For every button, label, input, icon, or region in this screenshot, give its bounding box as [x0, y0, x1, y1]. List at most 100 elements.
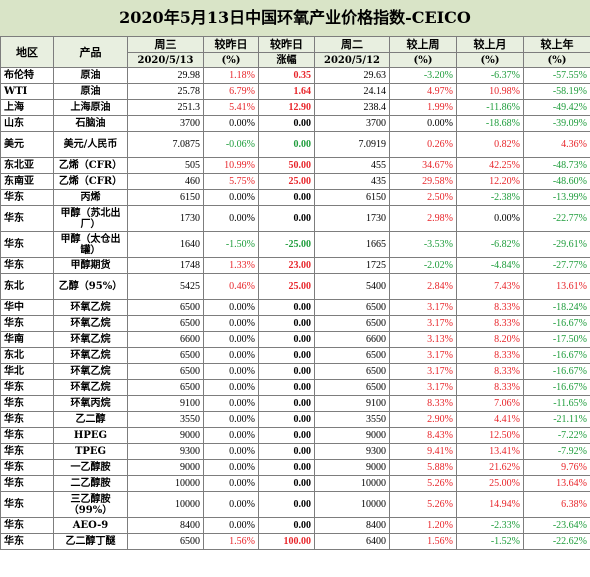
region-cell: 华东	[0, 427, 54, 444]
tue-price-cell: 6600	[314, 331, 390, 348]
region-cell: 东北亚	[0, 157, 54, 174]
header-year-unit: (%)	[523, 52, 590, 68]
year-change-cell: -7.92%	[523, 443, 590, 460]
wed-price-cell: 5425	[127, 273, 204, 300]
month-change-cell: 8.33%	[456, 363, 524, 380]
header-day-pct-unit: (%)	[203, 52, 259, 68]
region-cell: 华南	[0, 331, 54, 348]
table-row: 华东 甲醇（苏北出厂） 1730 0.00% 0.00 1730 2.98% 0.00% -22…	[0, 205, 590, 232]
year-change-cell: -17.50%	[523, 331, 590, 348]
table-row: 华东 环氧丙烷 9100 0.00% 0.00 9100 8.33% 7.06% -11.65%	[0, 395, 590, 412]
day-change-abs-cell: 12.90	[258, 99, 315, 116]
day-change-pct-cell: 0.00%	[203, 331, 259, 348]
region-cell: 华东	[0, 257, 54, 274]
table-row: 山东 石脑油 3700 0.00% 0.00 3700 0.00% -18.68% -39.09…	[0, 115, 590, 132]
year-change-cell: -58.19%	[523, 83, 590, 100]
month-change-cell: -18.68%	[456, 115, 524, 132]
day-change-abs-cell: 23.00	[258, 257, 315, 274]
product-cell: 丙烯	[53, 189, 128, 206]
month-change-cell: -11.86%	[456, 99, 524, 116]
tue-price-cell: 24.14	[314, 83, 390, 100]
week-change-cell: 1.99%	[389, 99, 457, 116]
tue-price-cell: 238.4	[314, 99, 390, 116]
wed-price-cell: 10000	[127, 475, 204, 492]
region-cell: 上海	[0, 99, 54, 116]
wed-price-cell: 10000	[127, 491, 204, 518]
day-change-abs-cell: 25.00	[258, 273, 315, 300]
region-cell: 华中	[0, 299, 54, 316]
week-change-cell: 4.97%	[389, 83, 457, 100]
day-change-abs-cell: 0.00	[258, 459, 315, 476]
month-change-cell: 4.41%	[456, 411, 524, 428]
tue-price-cell: 9000	[314, 427, 390, 444]
day-change-abs-cell: 0.00	[258, 189, 315, 206]
year-change-cell: -29.61%	[523, 231, 590, 258]
tue-price-cell: 1725	[314, 257, 390, 274]
tue-price-cell: 1730	[314, 205, 390, 232]
table-row: 华东 乙二醇丁醚 6500 1.56% 100.00 6400 1.56% -1.52% -22…	[0, 533, 590, 550]
week-change-cell: 1.20%	[389, 517, 457, 534]
table-row: 东北 环氧乙烷 6500 0.00% 0.00 6500 3.17% 8.33% -16.67%	[0, 347, 590, 364]
header-day-pct: 较昨日	[203, 36, 259, 53]
day-change-pct-cell: 0.00%	[203, 475, 259, 492]
year-change-cell: 4.36%	[523, 131, 590, 158]
region-cell: 华东	[0, 231, 54, 258]
year-change-cell: -16.67%	[523, 363, 590, 380]
year-change-cell: -16.67%	[523, 315, 590, 332]
table-row: WTI 原油 25.78 6.79% 1.64 24.14 4.97% 10.98% -58.1…	[0, 83, 590, 100]
month-change-cell: 8.33%	[456, 379, 524, 396]
day-change-pct-cell: -0.06%	[203, 131, 259, 158]
month-change-cell: 12.50%	[456, 427, 524, 444]
week-change-cell: 8.33%	[389, 395, 457, 412]
day-change-abs-cell: 0.00	[258, 347, 315, 364]
month-change-cell: -4.84%	[456, 257, 524, 274]
table-row: 华东 乙二醇 3550 0.00% 0.00 3550 2.90% 4.41% -21.11%	[0, 411, 590, 428]
day-change-pct-cell: 0.00%	[203, 115, 259, 132]
product-cell: 原油	[53, 67, 128, 84]
product-cell: 石脑油	[53, 115, 128, 132]
week-change-cell: 3.17%	[389, 299, 457, 316]
day-change-abs-cell: 25.00	[258, 173, 315, 190]
tue-price-cell: 5400	[314, 273, 390, 300]
month-change-cell: 42.25%	[456, 157, 524, 174]
year-change-cell: -22.77%	[523, 205, 590, 232]
day-change-abs-cell: 0.00	[258, 131, 315, 158]
tue-price-cell: 29.63	[314, 67, 390, 84]
day-change-abs-cell: 0.00	[258, 205, 315, 232]
year-change-cell: 13.64%	[523, 475, 590, 492]
day-change-abs-cell: 0.00	[258, 363, 315, 380]
product-cell: 三乙醇胺（99%）	[53, 491, 128, 518]
month-change-cell: 25.00%	[456, 475, 524, 492]
month-change-cell: 14.94%	[456, 491, 524, 518]
month-change-cell: -2.33%	[456, 517, 524, 534]
region-cell: 美元	[0, 131, 54, 158]
header-day-abs: 较昨日	[258, 36, 315, 53]
year-change-cell: -57.55%	[523, 67, 590, 84]
tue-price-cell: 1665	[314, 231, 390, 258]
day-change-abs-cell: 0.00	[258, 491, 315, 518]
product-cell: 乙烯（CFR）	[53, 157, 128, 174]
day-change-pct-cell: 10.99%	[203, 157, 259, 174]
table-row: 华东 环氧乙烷 6500 0.00% 0.00 6500 3.17% 8.33% -16.67%	[0, 379, 590, 396]
month-change-cell: 0.82%	[456, 131, 524, 158]
week-change-cell: -3.53%	[389, 231, 457, 258]
tue-price-cell: 7.0919	[314, 131, 390, 158]
wed-price-cell: 9000	[127, 459, 204, 476]
year-change-cell: -49.42%	[523, 99, 590, 116]
week-change-cell: 2.98%	[389, 205, 457, 232]
region-cell: 华东	[0, 517, 54, 534]
wed-price-cell: 6150	[127, 189, 204, 206]
header-month: 较上月	[456, 36, 524, 53]
product-cell: 环氧丙烷	[53, 395, 128, 412]
year-change-cell: -39.09%	[523, 115, 590, 132]
tue-price-cell: 9100	[314, 395, 390, 412]
header-week-unit: (%)	[389, 52, 457, 68]
tue-price-cell: 6500	[314, 379, 390, 396]
wed-price-cell: 6500	[127, 379, 204, 396]
year-change-cell: -48.73%	[523, 157, 590, 174]
table-row: 华东 丙烯 6150 0.00% 0.00 6150 2.50% -2.38% -13.99%	[0, 189, 590, 206]
wed-price-cell: 9300	[127, 443, 204, 460]
table-row: 华东 三乙醇胺（99%） 10000 0.00% 0.00 10000 5.26% 14.94…	[0, 491, 590, 518]
tue-price-cell: 6500	[314, 299, 390, 316]
product-cell: 环氧乙烷	[53, 347, 128, 364]
